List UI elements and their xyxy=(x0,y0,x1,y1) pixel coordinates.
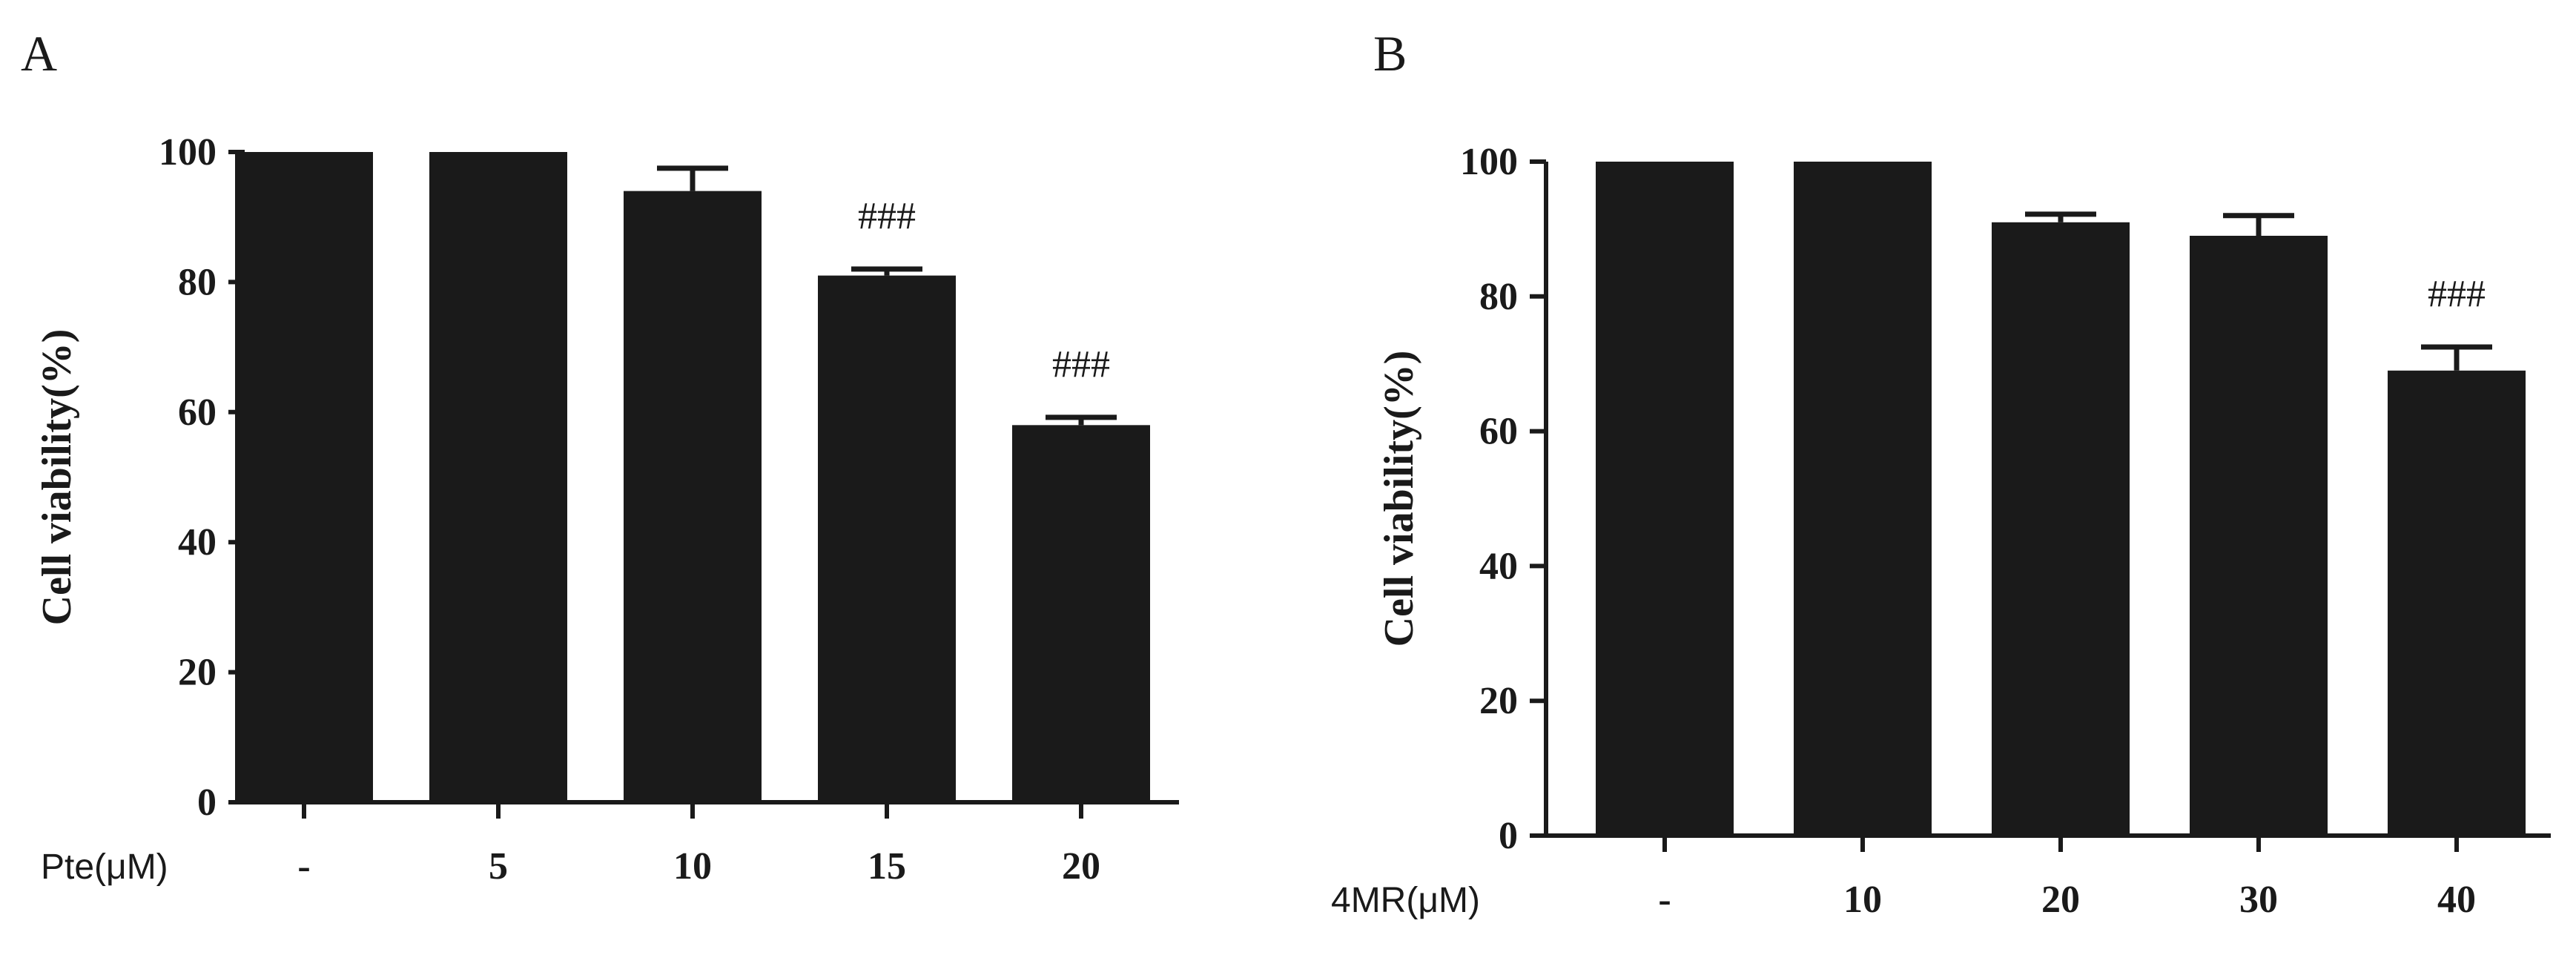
panel-a-bar xyxy=(235,152,373,802)
panel-b-bar xyxy=(1992,222,2130,836)
panel-a-y-tick-label: 100 xyxy=(159,131,217,174)
panel-a-y-tick-label: 20 xyxy=(178,652,217,694)
panel-b-x-tick-label: 10 xyxy=(1843,879,1882,921)
panel-a-plot-area: 0 20 40 60 80 100 - 5 10 15 ### 20 ### xyxy=(159,131,1179,888)
panel-b-x-tick-label: 20 xyxy=(2041,879,2080,921)
panel-a-y-axis-label: Cell viability(%) xyxy=(34,329,80,626)
panel-b-letter: B xyxy=(1373,25,1407,82)
panel-b-x-tick-label: 40 xyxy=(2437,879,2476,921)
panel-a-x-tick-label: - xyxy=(297,845,310,888)
panel-b-y-tick-label: 80 xyxy=(1479,276,1518,318)
panel-b-y-axis-label: Cell viability(%) xyxy=(1376,351,1422,647)
panel-a: A Cell viability(%) Pte(μM) 0 20 40 60 80 100… xyxy=(21,25,1179,888)
panel-b-bar xyxy=(2388,370,2526,836)
panel-a-bar xyxy=(818,275,956,802)
panel-a-x-tick-label: 15 xyxy=(868,845,906,888)
panel-a-bar xyxy=(429,152,567,802)
panel-b-bar xyxy=(1596,162,1734,836)
panel-b-y-tick-label: 60 xyxy=(1479,411,1518,453)
panel-a-x-tick-label: 5 xyxy=(489,845,508,888)
panel-a-bar xyxy=(1012,425,1150,802)
panel-a-letter: A xyxy=(21,25,57,82)
panel-a-y-tick-label: 0 xyxy=(197,781,217,824)
panel-a-bar xyxy=(624,191,762,802)
panel-b-y-tick-label: 100 xyxy=(1460,141,1518,183)
panel-a-x-tick-label: 10 xyxy=(673,845,712,888)
panel-a-y-tick-label: 60 xyxy=(178,391,217,434)
panel-b-bar xyxy=(1794,162,1932,836)
panel-a-significance-label: ### xyxy=(1052,343,1110,386)
panel-a-y-tick-label: 40 xyxy=(178,521,217,564)
panel-b-significance-label: ### xyxy=(2428,273,2486,315)
panel-b-x-axis-label: 4MR(μM) xyxy=(1331,881,1480,920)
panel-a-x-axis-label: Pte(μM) xyxy=(41,847,168,887)
panel-b-bar xyxy=(2190,235,2328,836)
panel-b-x-tick-label: 30 xyxy=(2239,879,2278,921)
panel-b-x-tick-label: - xyxy=(1658,879,1671,921)
panel-a-y-tick-label: 80 xyxy=(178,261,217,303)
panel-b-y-tick-label: 20 xyxy=(1479,680,1518,722)
panel-b: B Cell viability(%) 4MR(μM) 0 20 40 60 80 100… xyxy=(1331,25,2551,921)
panel-b-y-tick-label: 40 xyxy=(1479,545,1518,587)
panel-a-x-tick-label: 20 xyxy=(1062,845,1100,888)
panel-a-significance-label: ### xyxy=(858,195,916,237)
panel-b-plot-area: 0 20 40 60 80 100 - 10 20 30 40 ### xyxy=(1460,141,2551,921)
panel-b-y-tick-label: 0 xyxy=(1499,815,1518,857)
